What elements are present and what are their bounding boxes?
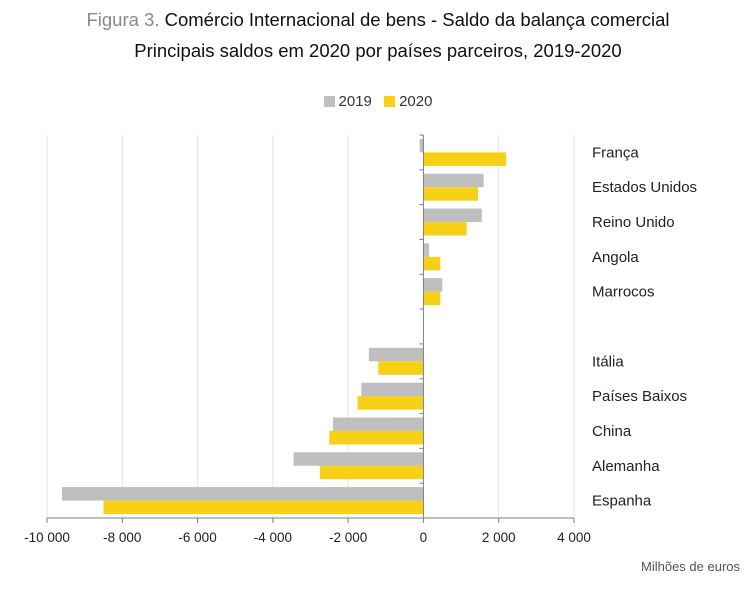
bar-2020-7 — [357, 396, 424, 410]
legend-label-2019: 2019 — [338, 93, 372, 110]
bar-2019-7 — [361, 382, 424, 397]
legend-label-2020: 2020 — [399, 93, 433, 110]
x-tick-label-7: 4 000 — [557, 530, 591, 545]
x-tick-label-3: -4 000 — [254, 530, 292, 545]
legend-item-2019: 2019 — [323, 93, 372, 110]
bar-2020-3 — [423, 256, 441, 271]
bar-2019-2 — [423, 208, 482, 223]
bar-2019-8 — [333, 417, 424, 431]
legend: 2019 2020 — [0, 93, 756, 110]
bar-2019-10 — [62, 487, 424, 501]
bar-2020-6 — [378, 361, 424, 375]
chart-title: Figura 3. Comércio Internacional de bens… — [0, 4, 756, 35]
chart-subtitle: Principais saldos em 2020 por países par… — [134, 40, 622, 61]
category-label-7: Países Baixos — [592, 388, 687, 405]
category-label-2: Reino Unido — [592, 214, 675, 231]
bar-2019-4 — [423, 278, 443, 292]
bar-2020-1 — [423, 187, 479, 201]
bar-2019-0 — [419, 138, 424, 153]
category-label-4: Marrocos — [592, 284, 655, 301]
title-text: Comércio Internacional de bens - Saldo d… — [164, 9, 670, 30]
bar-2020-4 — [423, 291, 441, 306]
chart-title-block: Figura 3. Comércio Internacional de bens… — [0, 4, 756, 66]
category-label-9: Alemanha — [592, 458, 660, 475]
unit-label: Milhões de euros — [641, 559, 740, 574]
x-tick-label-5: 0 — [420, 530, 428, 545]
x-tick-label-4: -2 000 — [329, 530, 367, 545]
legend-swatch-2019 — [323, 96, 335, 107]
bar-2019-3 — [423, 243, 430, 257]
bar-2020-8 — [329, 430, 424, 445]
category-label-1: Estados Unidos — [592, 179, 697, 196]
category-label-0: França — [592, 144, 639, 161]
category-label-6: Itália — [592, 353, 624, 370]
legend-item-2020: 2020 — [384, 93, 432, 110]
bar-2020-9 — [319, 465, 424, 480]
figure-label: Figura 3. — [86, 9, 160, 30]
bar-2019-1 — [423, 173, 484, 188]
x-tick-label-1: -8 000 — [103, 530, 141, 545]
legend-swatch-2020 — [384, 96, 396, 107]
x-tick-label-0: -10 000 — [24, 530, 70, 545]
category-label-10: Espanha — [592, 493, 652, 510]
x-tick-label-2: -6 000 — [178, 530, 216, 545]
category-label-3: Angola — [592, 249, 639, 266]
bar-2020-10 — [103, 500, 424, 515]
x-tick-label-6: 2 000 — [482, 530, 516, 545]
bar-2019-9 — [293, 452, 424, 466]
category-label-8: China — [592, 423, 632, 440]
bar-2019-6 — [368, 347, 424, 362]
bar-2020-0 — [423, 152, 507, 166]
bar-2020-2 — [423, 222, 467, 236]
